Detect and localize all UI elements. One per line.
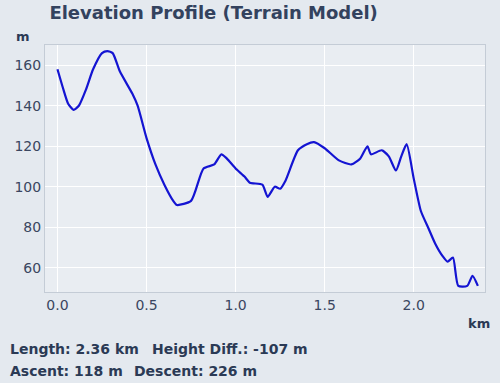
svg-text:km: km (468, 316, 490, 331)
svg-text:Length: 2.36 km: Length: 2.36 km (10, 341, 139, 357)
svg-text:120: 120 (14, 138, 41, 154)
svg-text:Ascent: 118 m: Ascent: 118 m (10, 363, 123, 379)
svg-text:80: 80 (23, 219, 41, 235)
svg-text:0.5: 0.5 (135, 297, 157, 313)
svg-text:60: 60 (23, 260, 41, 276)
svg-text:0.0: 0.0 (46, 297, 68, 313)
svg-text:Descent: 226 m: Descent: 226 m (134, 363, 257, 379)
svg-text:1.5: 1.5 (314, 297, 336, 313)
svg-text:m: m (16, 29, 30, 44)
svg-text:140: 140 (14, 98, 41, 114)
svg-text:100: 100 (14, 179, 41, 195)
svg-text:Height Diff.: -107 m: Height Diff.: -107 m (152, 341, 308, 357)
svg-text:1.0: 1.0 (224, 297, 246, 313)
svg-text:Elevation Profile (Terrain Mod: Elevation Profile (Terrain Model) (49, 2, 377, 23)
svg-text:2.0: 2.0 (403, 297, 425, 313)
svg-text:160: 160 (14, 57, 41, 73)
